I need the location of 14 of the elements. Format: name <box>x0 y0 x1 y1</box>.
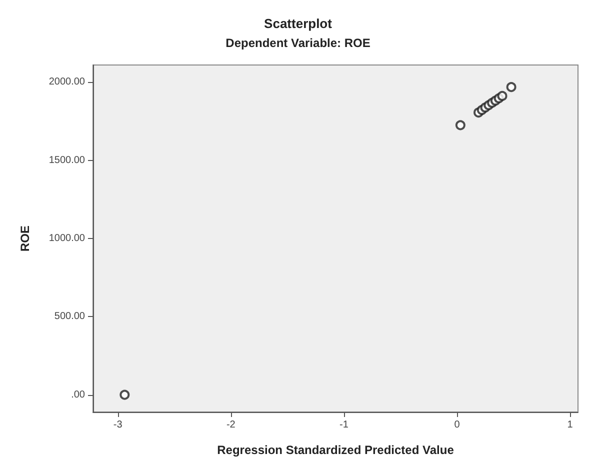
x-tick-label: -2 <box>226 420 236 430</box>
chart-title: Scatterplot <box>264 16 333 31</box>
x-tick-label: -1 <box>340 420 349 430</box>
y-tick-label: 500.00 <box>54 311 86 322</box>
x-tick-label: 1 <box>567 420 574 430</box>
y-axis-title: ROE <box>18 225 32 252</box>
y-tick-label: 2000.00 <box>48 76 86 88</box>
y-tick-label: 1500.00 <box>48 154 86 166</box>
chart-subtitle: Dependent Variable: ROE <box>226 36 370 50</box>
x-tick-label: 0 <box>454 420 460 430</box>
y-tick-label: .00 <box>71 389 86 400</box>
x-axis-title: Regression Standardized Predicted Value <box>217 443 454 457</box>
y-tick-label: 1000.00 <box>48 233 86 244</box>
x-tick-label: -3 <box>113 420 123 430</box>
